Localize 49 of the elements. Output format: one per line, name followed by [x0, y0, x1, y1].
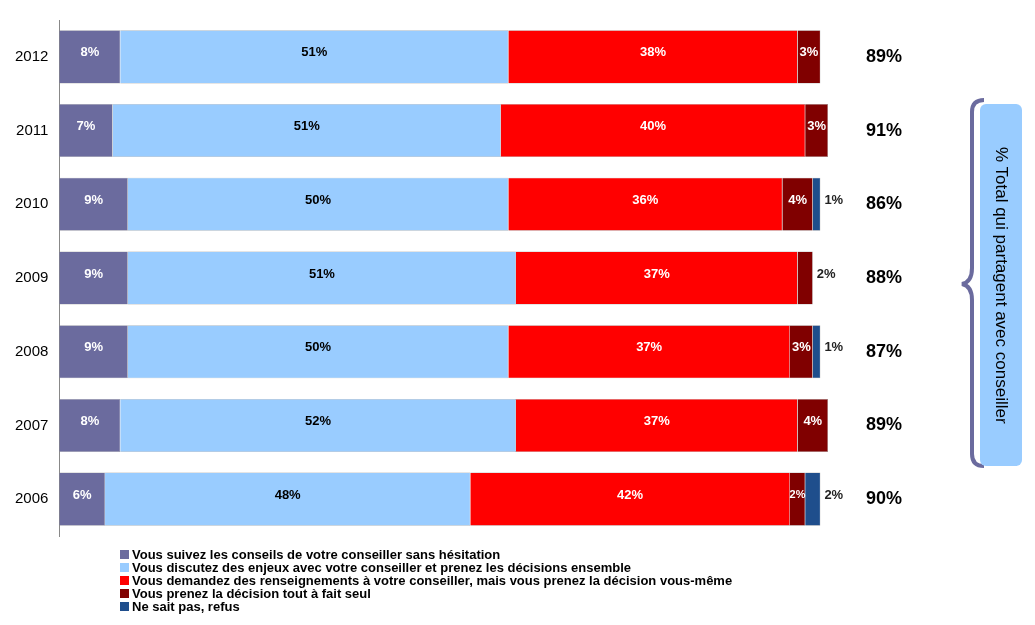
data-label: 50% [305, 339, 332, 355]
y-tick-label: 2006 [14, 489, 49, 507]
y-tick-label: 2007 [14, 415, 49, 433]
data-label: 42% [617, 486, 644, 502]
data-label: 6% [72, 486, 93, 502]
legend-label: Vous discutez des enjeux avec votre conseiller et prenez les décisions ensemble [132, 560, 632, 575]
data-label: 48% [274, 486, 302, 502]
data-label: 37% [643, 413, 671, 429]
data-label: 1% [824, 339, 844, 355]
text: 90% [866, 488, 903, 509]
data-label: 4% [803, 413, 823, 429]
data-label: 52% [305, 413, 332, 429]
data-label: 51% [301, 44, 328, 60]
data-label: 2% [816, 265, 837, 281]
data-label: 38% [639, 44, 667, 60]
y-tick-label: 2008 [14, 341, 49, 359]
text: 89% [866, 45, 903, 66]
data-label: 8% [80, 413, 100, 429]
data-label: 36% [632, 191, 659, 207]
data-label: 9% [84, 339, 104, 355]
y-tick-label: 2010 [14, 194, 49, 212]
data-label: 3% [799, 44, 819, 60]
legend-label: Vous suivez les conseils de votre conseiller sans hésitation [132, 547, 501, 562]
data-label: 51% [293, 118, 321, 134]
data-label: 9% [84, 191, 104, 207]
text: 89% [866, 414, 903, 435]
data-label: 50% [305, 191, 332, 207]
data-label: 37% [643, 265, 671, 281]
text: 87% [866, 340, 903, 361]
data-label: 8% [80, 44, 100, 60]
data-label: 9% [84, 265, 104, 281]
data-label: 2% [824, 486, 844, 502]
data-label: 40% [639, 118, 667, 134]
data-label: 3% [791, 339, 812, 355]
data-label: 4% [788, 191, 808, 207]
legend-label: Vous demandez des renseignements à votre conseiller, mais vous prenez la décision vous-même [132, 573, 733, 588]
legend-label: Ne sait pas, refus [132, 599, 240, 614]
data-label: 1% [824, 191, 844, 207]
text: 88% [866, 266, 903, 287]
data-label: 37% [636, 339, 663, 355]
text: % Total qui partagent avec conseiller [991, 146, 1011, 424]
y-tick-label: 2012 [14, 47, 49, 64]
data-label: 7% [76, 118, 96, 134]
data-label: 3% [807, 118, 827, 134]
text: 91% [866, 119, 903, 140]
y-tick-label: 2011 [16, 120, 49, 138]
y-tick-label: 2009 [14, 268, 49, 286]
text: 86% [866, 193, 903, 214]
data-label: 51% [308, 265, 336, 281]
